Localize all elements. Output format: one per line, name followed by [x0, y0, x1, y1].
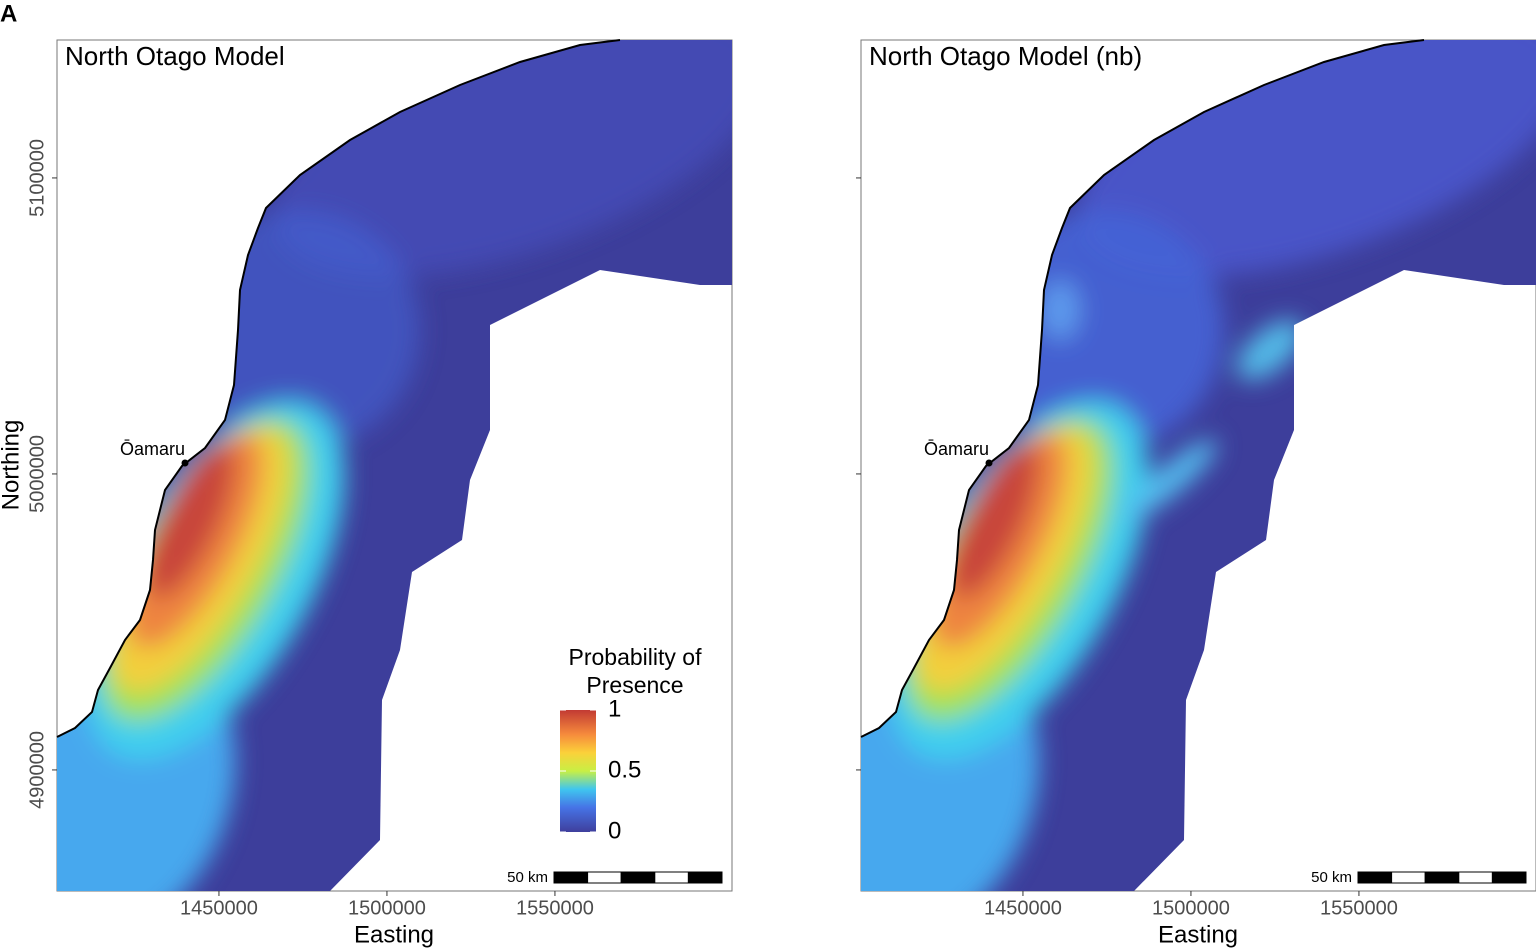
scale-bar-segment — [1391, 871, 1426, 884]
scale-bar-segment — [687, 871, 723, 884]
x-tick-label: 1450000 — [180, 897, 258, 919]
x-tick-label: 1500000 — [1152, 897, 1230, 919]
y-tick-label: 5100000 — [26, 139, 48, 217]
surface-blob — [1040, 280, 1080, 340]
scale-bar-segment — [1357, 871, 1393, 884]
colorbar-label: 1 — [608, 695, 621, 722]
x-axis-label: Easting — [354, 921, 434, 948]
panel-title: North Otago Model (nb) — [869, 41, 1142, 71]
panel-label: A — [0, 0, 17, 27]
scale-bar-segment — [620, 871, 656, 884]
surface-blob — [1076, 40, 1536, 277]
surface-blob — [1123, 439, 1217, 521]
town-label: Ōamaru — [924, 439, 989, 459]
x-tick-label: 1500000 — [348, 897, 426, 919]
town-label: Ōamaru — [120, 439, 185, 459]
colorbar-label: 0.5 — [608, 756, 641, 783]
town-marker — [181, 459, 189, 467]
x-tick-label: 1550000 — [1320, 897, 1398, 919]
scale-bar-segment — [587, 871, 622, 884]
colorbar-label: 0 — [608, 817, 621, 844]
x-tick-label: 1550000 — [516, 897, 594, 919]
panel-title: North Otago Model — [65, 41, 285, 71]
y-tick-label: 4900000 — [26, 731, 48, 809]
scale-bar-segment — [1458, 871, 1493, 884]
x-axis-label: Easting — [1158, 921, 1238, 948]
coastline — [860, 39, 1425, 738]
town-marker — [985, 459, 993, 467]
scale-bar-segment — [553, 871, 589, 884]
map-panel: Ōamaru North Otago Model (nb) 50 km 1450000… — [856, 39, 1536, 948]
scale-bar-label: 50 km — [507, 869, 548, 886]
scale-bar-segment — [1491, 871, 1527, 884]
surface-blob — [950, 442, 1038, 598]
scale-bar-segment — [1424, 871, 1460, 884]
coastline — [56, 39, 621, 738]
legend-title: Presence — [586, 672, 683, 698]
probability-surface — [57, 40, 732, 891]
scale-bar-label: 50 km — [1311, 869, 1352, 886]
surface-blob — [146, 442, 234, 598]
x-tick-label: 1450000 — [984, 897, 1062, 919]
legend-title: Probability of — [569, 644, 703, 670]
y-tick-label: 5000000 — [26, 435, 48, 513]
surface-blob — [1236, 320, 1304, 380]
y-axis-label: Northing — [0, 420, 24, 511]
scale-bar-segment — [654, 871, 689, 884]
surface-blob — [272, 40, 732, 277]
